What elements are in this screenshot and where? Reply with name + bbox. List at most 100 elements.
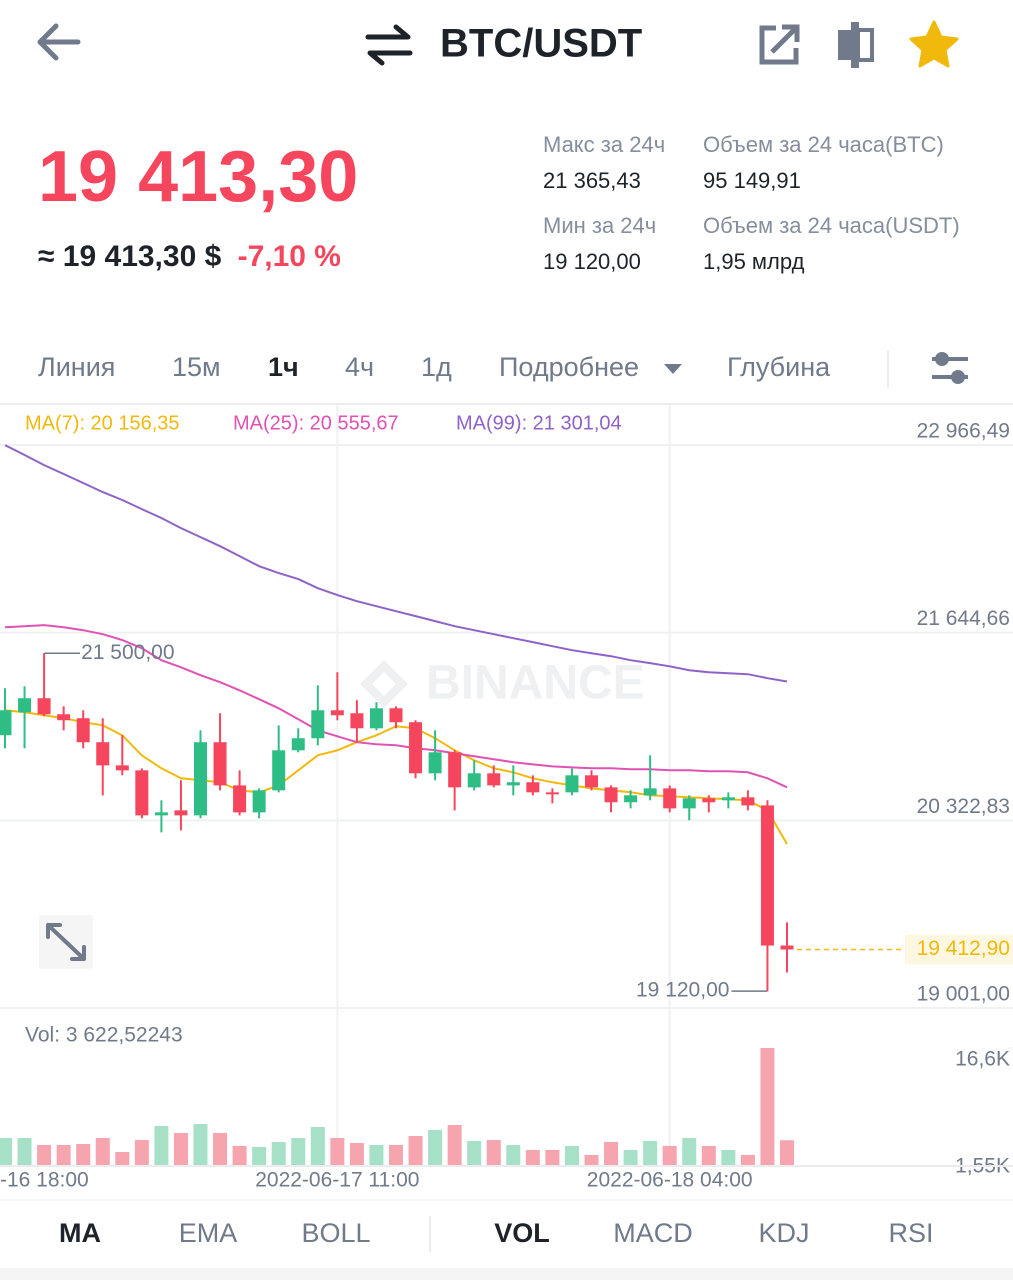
- legend-entry: MA(25): 20 555,67: [233, 412, 399, 434]
- candle-body: [115, 765, 129, 771]
- volume-bar: [740, 1154, 755, 1166]
- last-price: 19 413,30: [38, 137, 358, 217]
- volume-bar: [584, 1154, 599, 1166]
- candle-body: [213, 742, 227, 786]
- indicator-tab[interactable]: RSI: [888, 1218, 933, 1248]
- stat-label: Объем за 24 часа(USDT): [703, 213, 960, 238]
- stat-label: Мин за 24ч: [543, 213, 656, 238]
- ma-line: [4, 624, 788, 789]
- volume-bar: [291, 1137, 306, 1166]
- interval-tab[interactable]: Глубина: [727, 352, 831, 382]
- candle-body: [194, 742, 207, 816]
- volume-bar: [154, 1125, 169, 1166]
- candle-body: [565, 775, 579, 793]
- volume-bar: [252, 1146, 267, 1166]
- candle-body: [467, 773, 481, 788]
- candle-body: [0, 710, 12, 736]
- interval-tab[interactable]: Подробнее: [499, 352, 639, 382]
- volume-bar: [310, 1126, 325, 1166]
- y2-tick-label: 16,6K: [955, 1048, 1010, 1071]
- stat-value: 95 149,91: [703, 168, 801, 193]
- slider-knob: [951, 370, 965, 384]
- candle-body: [409, 722, 423, 774]
- candle-body: [330, 710, 344, 716]
- indicator-tab[interactable]: VOL: [494, 1218, 550, 1248]
- indicator-tab[interactable]: MACD: [613, 1218, 693, 1248]
- candle-body: [233, 785, 247, 813]
- share-button[interactable]: [759, 24, 800, 65]
- share-frame: [759, 25, 799, 65]
- indicator-tab[interactable]: BOLL: [301, 1218, 370, 1248]
- volume-bar: [95, 1137, 110, 1166]
- volume-bar: [193, 1123, 208, 1166]
- indicator-tab[interactable]: KDJ: [758, 1218, 809, 1248]
- legend-entry: MA(99): 21 301,04: [456, 412, 622, 434]
- watermark: BINANCE: [360, 657, 645, 710]
- candle-body: [350, 713, 364, 729]
- volume-bar: [564, 1145, 579, 1166]
- x-tick-label: 2022-06-18 04:00: [587, 1169, 753, 1192]
- chart-settings-button[interactable]: [932, 352, 968, 384]
- interval-tab[interactable]: 4ч: [345, 352, 374, 382]
- candle-body: [506, 782, 520, 786]
- volume-bar: [349, 1142, 364, 1166]
- volume-bar: [486, 1139, 501, 1166]
- pair-title[interactable]: BTC/USDT: [440, 22, 642, 66]
- volume-bar: [428, 1129, 443, 1166]
- indicator-tab[interactable]: EMA: [179, 1218, 238, 1248]
- volume-bar: [506, 1144, 521, 1166]
- swap-icon: [365, 24, 413, 66]
- interval-tab[interactable]: 1ч: [268, 352, 299, 382]
- watermark-text: BINANCE: [426, 657, 645, 710]
- volume-bar: [604, 1141, 619, 1166]
- volume-bar: [760, 1048, 775, 1166]
- y-tick-label: 20 322,83: [917, 795, 1010, 818]
- candle-body: [154, 812, 168, 816]
- price-tag-bg: [905, 934, 1013, 965]
- min-label: 19 120,00: [636, 979, 729, 1002]
- back-button[interactable]: [37, 23, 81, 61]
- interval-tab[interactable]: 1д: [421, 352, 452, 382]
- volume-bar: [408, 1135, 423, 1166]
- candle-body: [37, 698, 51, 715]
- candle-body: [311, 710, 325, 739]
- indicator-tab[interactable]: MA: [59, 1218, 101, 1248]
- candle-body: [487, 773, 501, 786]
- slider-knob: [935, 352, 949, 366]
- volume-bar: [447, 1124, 462, 1166]
- price-tag: 19 412,90: [917, 937, 1010, 960]
- volume-bar: [545, 1149, 560, 1166]
- favorite-button[interactable]: [909, 20, 959, 68]
- price-change: -7,10 %: [238, 240, 341, 273]
- legend-entry: MA(7): 20 156,35: [25, 412, 180, 434]
- candle-body: [272, 750, 286, 791]
- fullscreen-button[interactable]: [39, 915, 93, 969]
- ma-line: [4, 444, 788, 683]
- volume-bar: [662, 1145, 677, 1166]
- interval-tab[interactable]: 15м: [172, 352, 221, 382]
- interval-tab[interactable]: Линия: [38, 352, 115, 382]
- candle-body: [702, 798, 716, 803]
- y-tick-label: 22 966,49: [917, 420, 1010, 443]
- volume-bar: [232, 1145, 247, 1166]
- candle-body: [448, 752, 462, 788]
- bar-icon-left: [838, 30, 852, 60]
- candle-body: [643, 788, 657, 796]
- candle-body: [291, 738, 305, 751]
- candle-body: [585, 775, 598, 788]
- volume-bar: [643, 1140, 658, 1166]
- futures-button[interactable]: [838, 22, 874, 68]
- bar-icon-wick: [851, 22, 859, 68]
- bar-icon-right: [856, 28, 874, 62]
- x-tick-label: -16 18:00: [0, 1169, 89, 1192]
- star-icon: [909, 20, 959, 68]
- bottom-bar: [0, 1268, 1013, 1280]
- stat-label: Макс за 24ч: [543, 132, 665, 157]
- volume-label: Vol: 3 622,52243: [25, 1024, 183, 1047]
- swap-button[interactable]: [365, 24, 413, 66]
- volume-bar: [623, 1149, 638, 1166]
- volume-bar: [173, 1132, 188, 1166]
- volume-bar: [701, 1145, 716, 1166]
- volume-bar: [721, 1149, 736, 1166]
- volume-bar: [76, 1143, 91, 1166]
